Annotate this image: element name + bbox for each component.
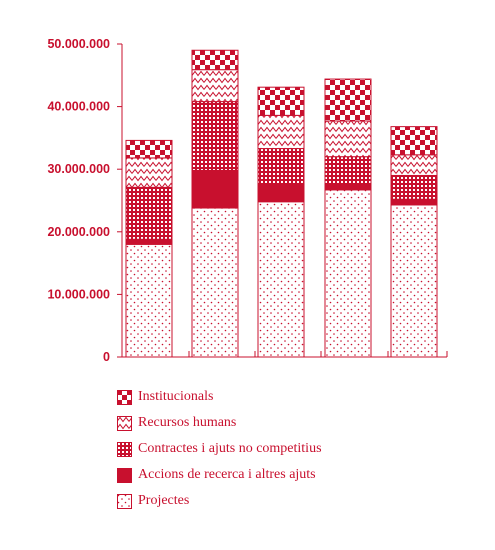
bar-segment-checker <box>257 86 305 116</box>
legend-item: Recursos humans <box>117 410 322 436</box>
bar-segment-checker <box>125 139 173 159</box>
bar-segment-dots <box>390 204 438 358</box>
y-tick-label: 20.000.000 <box>47 225 110 239</box>
y-tick-label: 0 <box>103 350 110 364</box>
bar-segment-grid <box>257 148 305 185</box>
legend-label: Accions de recerca i altres ajuts <box>138 467 316 482</box>
bar-segment-zigzag <box>191 69 239 103</box>
legend-swatch-solid <box>117 467 132 483</box>
legend-swatch-checker <box>117 389 132 405</box>
legend: Institucionals Recursos humans Contracte… <box>117 384 322 514</box>
legend-label: Recursos humans <box>138 415 237 430</box>
axes: 0 10.000.000 20.000.000 30.000.000 40.000.00… <box>47 37 448 364</box>
legend-label: Institucionals <box>138 389 214 404</box>
legend-item: Projectes <box>117 488 322 514</box>
stacked-bar-chart: 0 10.000.000 20.000.000 30.000.000 40.000.00… <box>47 37 448 364</box>
legend-swatch-zigzag <box>117 415 132 431</box>
bar-segment-checker <box>191 49 239 71</box>
legend-item: Accions de recerca i altres ajuts <box>117 462 322 488</box>
y-tick-label: 50.000.000 <box>47 37 110 51</box>
bars <box>125 49 438 358</box>
bar-segment-solid <box>390 198 438 206</box>
bar-segment-solid <box>191 169 239 209</box>
y-tick-label: 10.000.000 <box>47 287 110 301</box>
legend-label: Projectes <box>138 493 190 508</box>
bar-segment-dots <box>324 189 372 358</box>
bar-segment-zigzag <box>390 154 438 176</box>
bar-segment-grid <box>191 101 239 171</box>
bar-segment-checker <box>324 78 372 122</box>
bar-segment-solid <box>324 183 372 191</box>
bar-segment-grid <box>390 174 438 200</box>
bar-segment-zigzag <box>324 120 372 158</box>
bar-segment-solid <box>125 238 173 245</box>
bar-segment-solid <box>257 183 305 203</box>
bar-segment-checker <box>390 126 438 156</box>
bar-segment-zigzag <box>257 114 305 150</box>
legend-item: Institucionals <box>117 384 322 410</box>
bar-segment-grid <box>324 156 372 185</box>
bar-segment-dots <box>257 201 305 358</box>
legend-swatch-grid <box>117 441 132 457</box>
y-tick-label: 40.000.000 <box>47 100 110 114</box>
bar-segment-dots <box>125 243 173 358</box>
bar-segment-dots <box>191 207 239 358</box>
y-tick-label: 30.000.000 <box>47 162 110 176</box>
legend-swatch-dots <box>117 493 132 509</box>
bar-segment-grid <box>125 186 173 240</box>
bar-segment-zigzag <box>125 157 173 188</box>
legend-label: Contractes i ajuts no competitius <box>138 441 322 456</box>
legend-item: Contractes i ajuts no competitius <box>117 436 322 462</box>
